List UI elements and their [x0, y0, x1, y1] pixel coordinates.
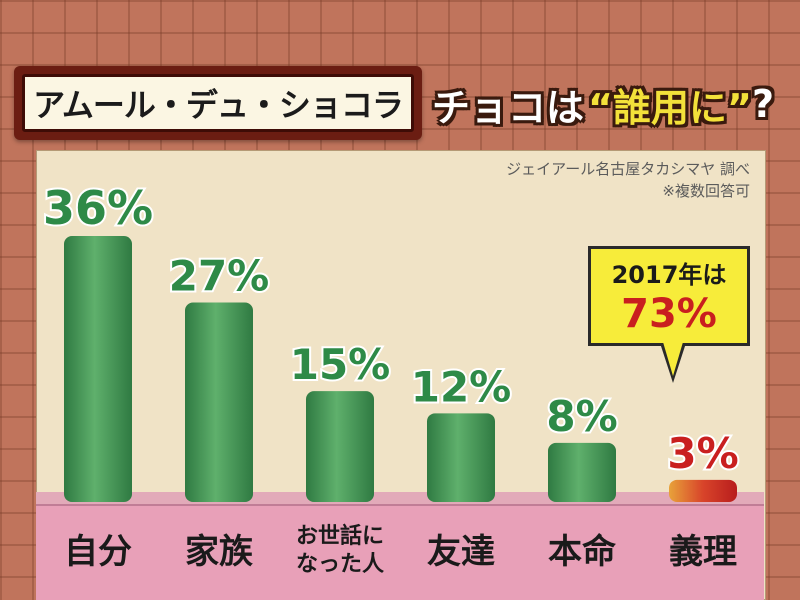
bar-1 — [185, 302, 253, 502]
callout-year-text: 2017年は — [611, 261, 727, 289]
category-label-5: 義理 — [669, 532, 737, 572]
category-label-4: 本命 — [548, 532, 616, 572]
value-label-4: 8% — [546, 392, 617, 441]
callout-2017: 2017年は 73% — [588, 246, 750, 346]
source-line: ジェイアール名古屋タカシマヤ 調べ — [506, 160, 750, 178]
bar-2 — [306, 391, 374, 502]
headline-suffix: ? — [751, 82, 775, 126]
headline-highlight: “誰用に” — [588, 85, 752, 130]
value-label-1: 27% — [169, 252, 270, 301]
value-label-3: 12% — [411, 362, 512, 411]
category-label-0: 自分 — [64, 532, 132, 572]
bar-5 — [669, 479, 737, 502]
bar-0 — [64, 236, 132, 502]
category-label-3: 友達 — [427, 532, 495, 572]
headline-prefix: チョコは — [432, 85, 585, 130]
callout-value-text: 73% — [621, 291, 717, 337]
multiple-answers-note: ※複数回答可 — [662, 182, 750, 200]
title-box: アムール・デュ・ショコラ — [14, 66, 422, 140]
chart-title: アムール・デュ・ショコラ — [22, 74, 414, 132]
category-label-1: 家族 — [185, 532, 253, 572]
value-label-2: 15% — [290, 340, 391, 389]
category-label-2: お世話になった人 — [296, 523, 384, 577]
source-note: ジェイアール名古屋タカシマヤ 調べ ※複数回答可 — [506, 158, 750, 202]
value-label-0: 36% — [43, 181, 153, 235]
callout-tail-fill — [663, 342, 683, 376]
category-label-strip — [36, 504, 764, 600]
bar-3 — [427, 413, 495, 502]
headline: チョコは “誰用に” ? — [432, 72, 792, 136]
value-label-5: 3% — [667, 429, 738, 478]
bar-4 — [548, 442, 616, 502]
